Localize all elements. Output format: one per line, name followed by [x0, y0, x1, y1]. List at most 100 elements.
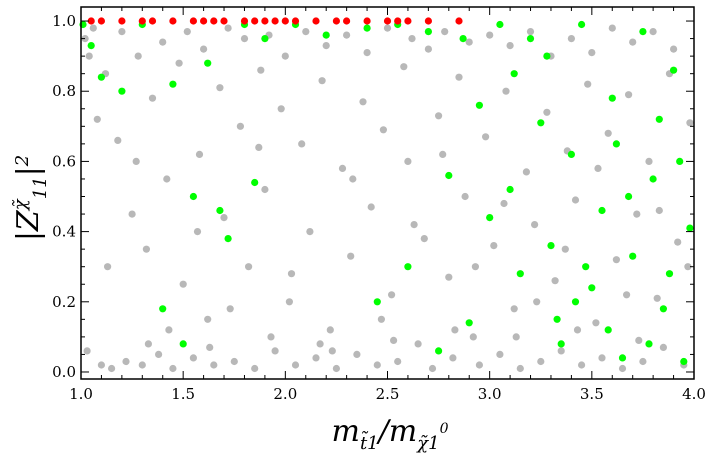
scatter-point — [686, 119, 694, 127]
y-tick-label: 0.2 — [52, 293, 76, 311]
scatter-point — [108, 364, 116, 373]
scatter-point — [373, 361, 381, 369]
scatter-point — [526, 35, 535, 43]
scatter-point — [281, 52, 289, 60]
scatter-point — [312, 354, 320, 362]
scatter-point — [404, 157, 412, 165]
scatter-point — [459, 35, 467, 43]
scatter-point — [298, 140, 306, 148]
scatter-point — [169, 17, 177, 25]
scatter-point — [251, 17, 259, 25]
scatter-point — [475, 361, 483, 369]
scatter-point — [588, 49, 596, 57]
scatter-point — [567, 35, 576, 43]
scatter-point — [359, 98, 367, 106]
scatter-point — [267, 333, 275, 341]
scatter-point — [461, 192, 469, 201]
scatter-point — [526, 28, 535, 36]
x-tick-label: 1.0 — [69, 385, 93, 403]
scatter-point — [377, 315, 385, 323]
scatter-point — [155, 350, 163, 358]
scatter-point — [561, 245, 569, 253]
scatter-point — [134, 52, 142, 60]
scatter-point — [522, 168, 531, 176]
scatter-point — [439, 150, 447, 158]
scatter-point — [424, 45, 432, 53]
scatter-point — [394, 17, 402, 25]
scatter-point — [118, 28, 126, 36]
scatter-point — [347, 252, 355, 260]
scatter-point — [404, 17, 412, 25]
scatter-point — [578, 20, 586, 29]
scatter-point — [89, 24, 97, 32]
scatter-point — [573, 326, 582, 334]
scatter-point — [343, 17, 351, 25]
scatter-point — [623, 291, 631, 299]
scatter-point — [200, 45, 208, 53]
scatter-point — [490, 242, 498, 250]
scatter-point — [224, 235, 232, 243]
scatter-point — [625, 91, 633, 99]
scatter-point — [114, 136, 122, 144]
scatter-point — [97, 73, 105, 81]
scatter-point — [118, 87, 126, 95]
y-axis-label: |Zχ̃11|2 — [10, 155, 51, 241]
scatter-point — [240, 17, 249, 25]
scatter-point — [322, 42, 330, 50]
scatter-point — [179, 340, 187, 348]
scatter-point — [302, 28, 310, 36]
scatter-point — [516, 270, 524, 278]
scatter-point — [261, 17, 269, 25]
scatter-point — [455, 73, 463, 81]
scatter-point — [645, 157, 653, 165]
scatter-point — [379, 126, 387, 134]
scatter-point — [216, 206, 224, 215]
scatter-point — [449, 354, 457, 362]
scatter-point — [531, 221, 539, 229]
scatter-point — [510, 305, 518, 313]
scatter-point — [165, 326, 173, 334]
scatter-point — [543, 108, 551, 116]
scatter-point — [465, 319, 473, 327]
x-tick-label: 2.0 — [273, 385, 297, 403]
scatter-point — [236, 122, 244, 130]
scatter-point — [255, 143, 263, 151]
scatter-point — [328, 347, 336, 355]
scatter-point — [204, 315, 212, 323]
scatter-point — [571, 196, 580, 204]
scatter-point — [338, 164, 347, 172]
scatter-point — [578, 361, 586, 369]
scatter-point — [271, 347, 279, 355]
scatter-point — [144, 340, 152, 348]
scatter-point — [193, 228, 202, 236]
scatter-point — [240, 35, 249, 43]
x-tick-label: 4.0 — [682, 385, 706, 403]
scatter-point — [629, 38, 637, 46]
scatter-point — [159, 38, 167, 46]
scatter-point — [655, 115, 663, 123]
scatter-point — [598, 206, 606, 215]
scatter-point — [629, 252, 637, 260]
scatter-point — [195, 150, 204, 158]
scatter-point — [189, 354, 197, 362]
scatter-point — [553, 315, 561, 323]
y-tick-label: 0.4 — [52, 223, 76, 241]
scatter-point — [367, 203, 375, 211]
scatter-point — [81, 35, 89, 43]
scatter-point — [138, 17, 146, 25]
scatter-point — [612, 256, 621, 264]
scatter-point — [343, 31, 351, 39]
scatter-point — [537, 357, 545, 366]
scatter-point — [118, 17, 126, 25]
scatter-point — [537, 119, 545, 127]
scatter-point — [469, 333, 477, 341]
scatter-point — [122, 357, 130, 366]
y-tick-label: 1.0 — [52, 12, 76, 30]
scatter-point — [230, 357, 238, 366]
scatter-point — [594, 164, 602, 172]
y-tick-label: 0.8 — [52, 82, 76, 100]
scatter-point — [285, 298, 293, 306]
plot-frame — [80, 6, 695, 380]
scatter-point — [408, 35, 416, 43]
scatter-point — [210, 17, 218, 25]
